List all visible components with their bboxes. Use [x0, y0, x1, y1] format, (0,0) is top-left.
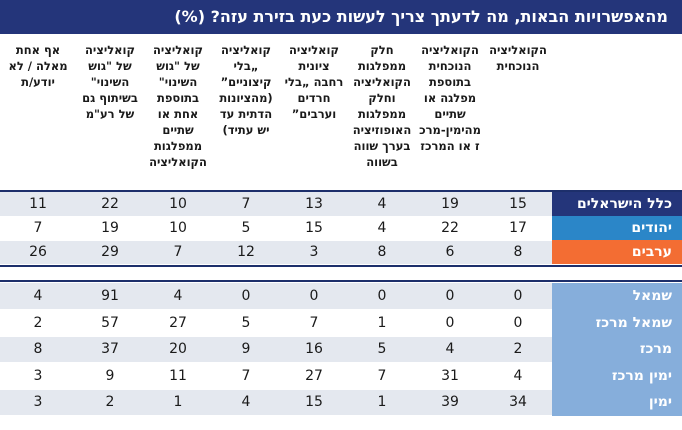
table-cell: 57 — [76, 309, 144, 337]
group1-top-divider — [0, 190, 682, 192]
table-cell: 8 — [0, 336, 76, 363]
table-cell: 29 — [76, 240, 144, 265]
table-cell: 5 — [212, 216, 280, 241]
table-cell: 9 — [76, 362, 144, 390]
table-cell: 1 — [348, 309, 416, 337]
column-header: קואליציה ציונית רחבה „בלי חרדים וערבים” — [284, 43, 344, 121]
table-cell: 4 — [212, 389, 280, 416]
table-cell: 16 — [280, 336, 348, 363]
table-cell: 9 — [212, 336, 280, 363]
column-header: חלק ממפלגות הקואליציה וחלק ממפלגות האופו… — [352, 43, 412, 169]
table-row: ימין 34 39 1 15 4 1 2 3 — [0, 389, 682, 416]
table-row: מרכז 2 4 5 16 9 20 37 8 — [0, 336, 682, 363]
row-label: ערבים — [552, 240, 682, 264]
table-cell: 3 — [280, 240, 348, 265]
table-cell: 7 — [144, 240, 212, 265]
row-label: ימין מרכז — [552, 362, 682, 389]
table-cell: 17 — [484, 216, 552, 241]
table-cell: 2 — [484, 336, 552, 363]
column-header: הקואליציה הנוכחית בתוספת מפלגה או שתיים … — [419, 43, 481, 153]
table-cell: 3 — [0, 362, 76, 390]
table-cell: 0 — [416, 283, 484, 310]
table-cell: 7 — [348, 362, 416, 390]
table-cell: 5 — [212, 309, 280, 337]
table-cell: 1 — [144, 389, 212, 416]
table-cell: 0 — [484, 309, 552, 337]
table-cell: 19 — [416, 192, 484, 217]
population-table: כלל הישראלים 15 19 4 13 7 10 22 11 יהודים 17 22 4 15 5… — [0, 192, 682, 265]
table-row: שמאל מרכז 0 0 1 7 5 27 57 2 — [0, 309, 682, 337]
row-label: שמאל — [552, 283, 682, 310]
table-cell: 10 — [144, 216, 212, 241]
table-cell: 4 — [348, 216, 416, 241]
table-cell: 11 — [144, 362, 212, 390]
table-cell: 4 — [348, 192, 416, 217]
table-cell: 27 — [144, 309, 212, 337]
table-cell: 2 — [0, 309, 76, 337]
table-row: ימין מרכז 4 31 7 27 7 11 9 3 — [0, 362, 682, 390]
table-row: יהודים 17 22 4 15 5 10 19 7 — [0, 216, 682, 241]
table-cell: 91 — [76, 283, 144, 310]
table-cell: 4 — [416, 336, 484, 363]
table-cell: 34 — [484, 389, 552, 416]
table-cell: 15 — [280, 216, 348, 241]
table-cell: 0 — [416, 309, 484, 337]
table-cell: 15 — [280, 389, 348, 416]
column-header: אף אחת מאלה / לא יודע/ת — [8, 43, 68, 89]
table-cell: 19 — [76, 216, 144, 241]
table-cell: 5 — [348, 336, 416, 363]
table-cell: 2 — [76, 389, 144, 416]
table-cell: 0 — [484, 283, 552, 310]
table-cell: 10 — [144, 192, 212, 217]
table-cell: 7 — [0, 216, 76, 241]
table-cell: 26 — [0, 240, 76, 265]
row-label: כלל הישראלים — [552, 192, 682, 216]
column-header: קואליציה של "גוש השינוי" בשיתוף גם של רע… — [82, 43, 138, 121]
row-label: שמאל מרכז — [552, 309, 682, 336]
table-cell: 27 — [280, 362, 348, 390]
row-label: ימין — [552, 389, 682, 416]
table-cell: 4 — [0, 283, 76, 310]
table-row: ערבים 8 6 8 3 12 7 29 26 — [0, 240, 682, 265]
table-cell: 0 — [348, 283, 416, 310]
table-cell: 7 — [212, 192, 280, 217]
table-cell: 3 — [0, 389, 76, 416]
table-cell: 22 — [416, 216, 484, 241]
table-cell: 0 — [280, 283, 348, 310]
row-label: מרכז — [552, 336, 682, 363]
table-cell: 12 — [212, 240, 280, 265]
table-cell: 37 — [76, 336, 144, 363]
table-row: כלל הישראלים 15 19 4 13 7 10 22 11 — [0, 192, 682, 217]
table-cell: 15 — [484, 192, 552, 217]
table-cell: 0 — [212, 283, 280, 310]
table-row: שמאל 0 0 0 0 0 4 91 4 — [0, 283, 682, 310]
group1-bottom-divider — [0, 265, 682, 267]
table-cell: 8 — [484, 240, 552, 265]
table-cell: 11 — [0, 192, 76, 217]
table-cell: 20 — [144, 336, 212, 363]
column-header: קואליציה של "גוש השינוי" בתוספת אחת או ש… — [149, 43, 207, 169]
column-headers: הקואליציה הנוכחית הקואליציה הנוכחית בתוס… — [0, 42, 682, 180]
table-cell: 13 — [280, 192, 348, 217]
table-cell: 7 — [212, 362, 280, 390]
header-corner — [552, 42, 682, 180]
row-label: יהודים — [552, 216, 682, 240]
table-cell: 4 — [144, 283, 212, 310]
column-header: קואליציה „בלי קיצוניים” (מהציונות הדתית … — [219, 43, 273, 137]
table-cell: 22 — [76, 192, 144, 217]
table-cell: 8 — [348, 240, 416, 265]
table-cell: 1 — [348, 389, 416, 416]
table-cell: 4 — [484, 362, 552, 390]
ideology-table: שמאל 0 0 0 0 0 4 91 4 שמאל מרכז 0 0 1 7 5 27 57 2 מרכז 2 4 5 1… — [0, 283, 682, 416]
table-cell: 31 — [416, 362, 484, 390]
table-cell: 6 — [416, 240, 484, 265]
column-header: הקואליציה הנוכחית — [489, 43, 547, 73]
table-cell: 7 — [280, 309, 348, 337]
table-cell: 39 — [416, 389, 484, 416]
page-title: מהאפשרויות הבאות, מה לדעתך צריך לעשות כע… — [0, 0, 682, 34]
group2-top-divider — [0, 280, 682, 282]
